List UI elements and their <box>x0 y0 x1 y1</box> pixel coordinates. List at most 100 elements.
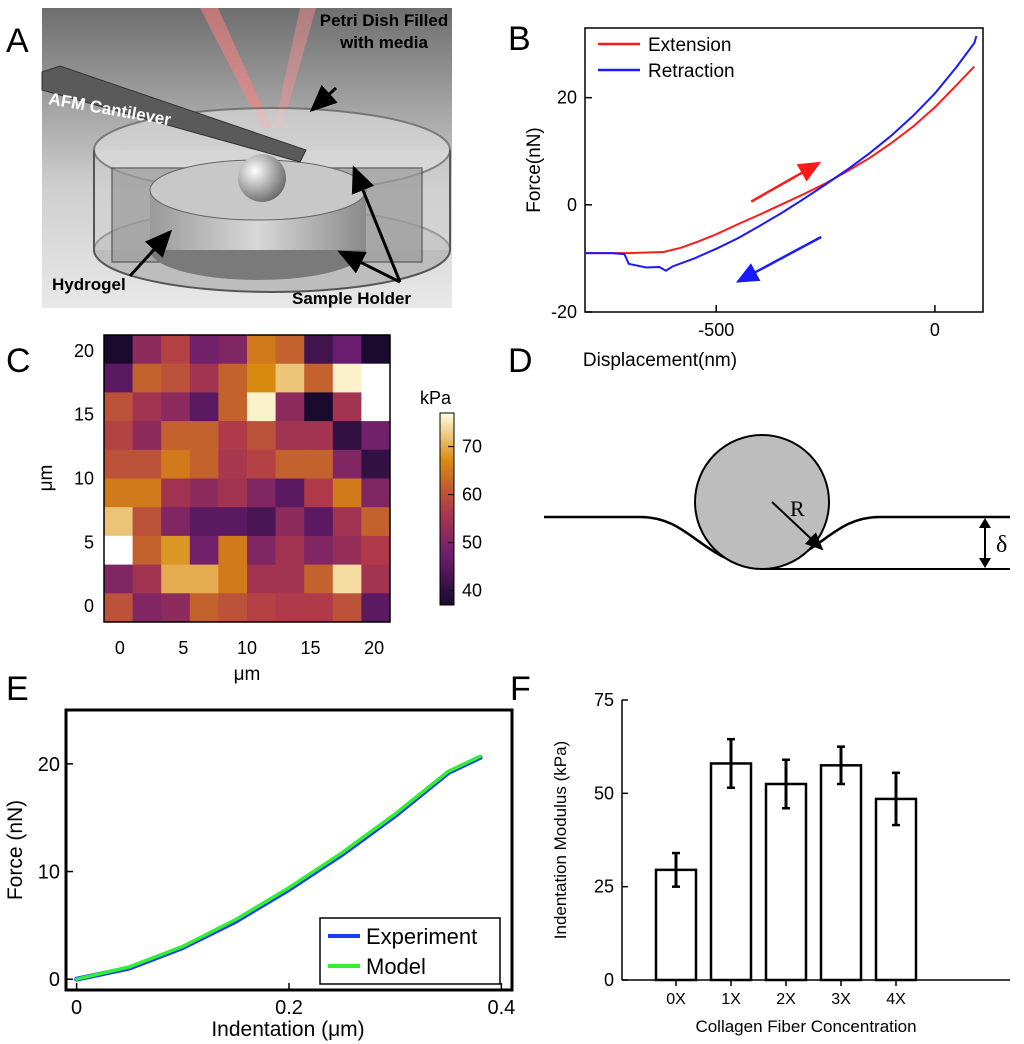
panel-f-ylabel: Indentation Modulus (kPa) <box>551 741 570 939</box>
radius-arrow <box>771 501 824 551</box>
heatmap-cell <box>132 564 162 594</box>
heatmap-cell <box>361 593 391 623</box>
heatmap-cell <box>189 421 219 451</box>
heatmap-cell <box>361 564 391 594</box>
panel-f-ytick-label: 50 <box>594 783 614 803</box>
heatmap-cell <box>332 507 362 537</box>
heatmap-cell <box>161 535 191 566</box>
heatmap-cell <box>304 449 334 479</box>
heatmap-cell <box>104 564 134 594</box>
heatmap-cell <box>332 421 362 451</box>
panel-e-legend-box <box>319 917 501 985</box>
radius-label: R <box>790 496 805 521</box>
panel-e-ytick-label: 0 <box>49 969 60 991</box>
panel-c-xtick-label: 20 <box>364 638 384 658</box>
heatmap-cell <box>189 535 219 566</box>
bar-1X <box>709 762 753 982</box>
heatmap-cell <box>361 335 391 365</box>
panel-e-chart: Indentation (μm) Force (nN) 0 0.2 0.4 0 10 20… <box>4 708 515 1041</box>
heatmap-cell <box>132 535 162 566</box>
heatmap-cell <box>161 478 191 508</box>
panel-b-ytick-label: 20 <box>557 88 577 108</box>
heatmap-cell <box>247 363 277 393</box>
heatmap-cell <box>275 421 305 451</box>
panel-c-xlabel: μm <box>234 664 261 685</box>
panel-f-xtick-label: 2X <box>776 991 796 1008</box>
heatmap-cell <box>104 421 134 451</box>
heatmap-cell <box>332 593 362 623</box>
panel-e-xlabel: Indentation (μm) <box>211 1018 364 1041</box>
heatmap-cell <box>247 335 277 365</box>
colorbar <box>439 412 455 606</box>
series-line-retraction <box>585 35 978 272</box>
heatmap-cell <box>247 564 277 594</box>
heatmap-cell <box>275 478 305 508</box>
heatmap-cell <box>132 593 162 623</box>
heatmap-cell <box>104 535 134 566</box>
heatmap-cell <box>304 564 334 594</box>
heatmap-cell <box>332 535 362 566</box>
panel-e-legend: Experiment Model <box>319 917 501 985</box>
heatmap-cell <box>304 507 334 537</box>
panel-c-xtick-label: 10 <box>237 638 257 658</box>
sample-holder-arrow-2 <box>337 250 401 284</box>
heatmap-cell <box>189 335 219 365</box>
colorbar-tick-label: 60 <box>462 485 482 505</box>
panel-c-xtick-label: 0 <box>115 638 125 658</box>
heatmap-cell <box>161 449 191 479</box>
heatmap-cell <box>332 564 362 594</box>
petri-dish-label: Petri Dish Filled with media <box>319 11 449 52</box>
heatmap-cell <box>332 478 362 508</box>
heatmap-cell <box>189 392 219 422</box>
heatmap-cell <box>361 535 391 566</box>
panel-b-ytick-label: 0 <box>567 195 577 215</box>
heatmap-cell <box>104 449 134 479</box>
heatmap-cell <box>304 392 334 422</box>
heatmap-cell <box>247 421 277 451</box>
heatmap-cell <box>332 392 362 422</box>
panel-c-ytick-label: 20 <box>74 341 94 361</box>
heatmap-cell <box>161 363 191 393</box>
bar-2X <box>764 782 808 982</box>
heatmap-cell <box>304 593 334 623</box>
depth-arrow-down <box>979 558 991 568</box>
sample-holder-label: Sample Holder <box>292 289 411 308</box>
heatmap-cell <box>218 449 248 479</box>
heatmap-cell <box>275 564 305 594</box>
heatmap-cell <box>132 392 162 422</box>
legend-label-extension: Extension <box>648 35 731 56</box>
panel-f-xtick-label: 0X <box>666 991 686 1008</box>
direction-arrow-retraction <box>735 235 822 283</box>
heatmap-cell <box>104 478 134 508</box>
panel-f-xtick-label: 4X <box>886 991 906 1008</box>
legend-label-experiment: Experiment <box>366 924 477 949</box>
heatmap-cell <box>104 363 134 393</box>
panel-e-xtick-label: 0 <box>71 997 82 1019</box>
heatmap-cell <box>132 449 162 479</box>
panel-label-d: D <box>508 342 533 380</box>
panel-a-illustration: AFM Cantilever Petri Dish Filled with me… <box>41 8 452 308</box>
heatmap-cell <box>247 449 277 479</box>
panel-label-e: E <box>6 670 29 708</box>
direction-arrow-extension <box>750 161 822 203</box>
depth-arrow-up <box>979 518 991 528</box>
petri-dish-arrow <box>309 84 338 113</box>
heatmap-cell <box>275 335 305 365</box>
panel-e-xtick-label: 0.2 <box>275 997 303 1019</box>
heatmap-cell <box>189 363 219 393</box>
panel-b-ylabel: Force(nN) <box>524 127 545 213</box>
heatmap-cell <box>189 564 219 594</box>
heatmap-cell <box>361 392 391 422</box>
heatmap-cell <box>161 335 191 365</box>
heatmap-cell <box>304 421 334 451</box>
heatmap-cell <box>218 421 248 451</box>
panel-b-axes-frame <box>584 27 984 313</box>
panel-f-xtick-label: 3X <box>831 991 851 1008</box>
panel-label-f: F <box>510 670 531 708</box>
colorbar-label: kPa <box>420 388 452 408</box>
heatmap-cell <box>132 421 162 451</box>
legend-label-model: Model <box>366 954 426 979</box>
panel-e-ylabel: Force (nN) <box>4 800 27 900</box>
laser-beam-out <box>274 8 316 128</box>
